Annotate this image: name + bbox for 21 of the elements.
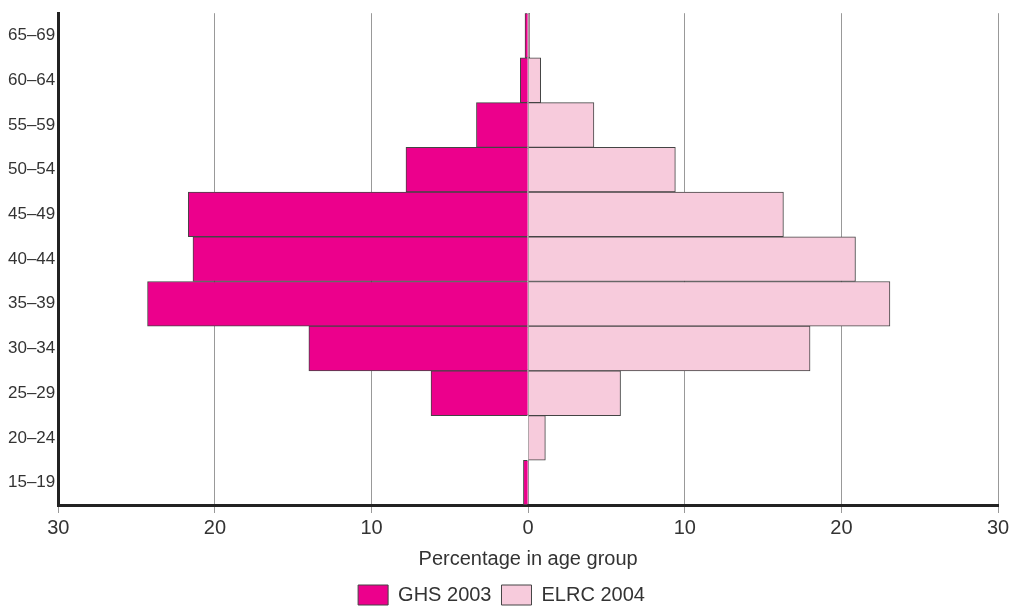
y-tick-label: 55–59 <box>7 114 56 134</box>
x-tick-label: 20 <box>830 515 853 538</box>
legend-label: ELRC 2004 <box>541 582 645 605</box>
y-tick-label: 35–39 <box>7 293 56 313</box>
y-tick-label: 20–24 <box>7 427 56 447</box>
y-tick-label: 15–19 <box>7 472 56 492</box>
y-tick-label: 50–54 <box>7 159 56 179</box>
x-tick-label: 30 <box>986 515 1010 538</box>
y-tick-label: 45–49 <box>7 204 56 224</box>
x-tick-label: 0 <box>522 515 534 538</box>
legend-label: GHS 2003 <box>398 582 492 605</box>
y-tick-label: 40–44 <box>7 248 56 268</box>
x-tick-label: 20 <box>203 515 227 538</box>
y-tick-label: 30–34 <box>7 338 56 358</box>
y-tick-label: 25–29 <box>7 382 56 402</box>
x-tick-label: 10 <box>360 515 383 538</box>
x-tick-label: 10 <box>673 515 696 538</box>
x-axis-title: Percentage in age group <box>418 546 638 569</box>
y-tick-label: 65–69 <box>7 25 56 45</box>
x-tick-label: 30 <box>47 515 70 538</box>
y-tick-label: 60–64 <box>7 69 56 89</box>
